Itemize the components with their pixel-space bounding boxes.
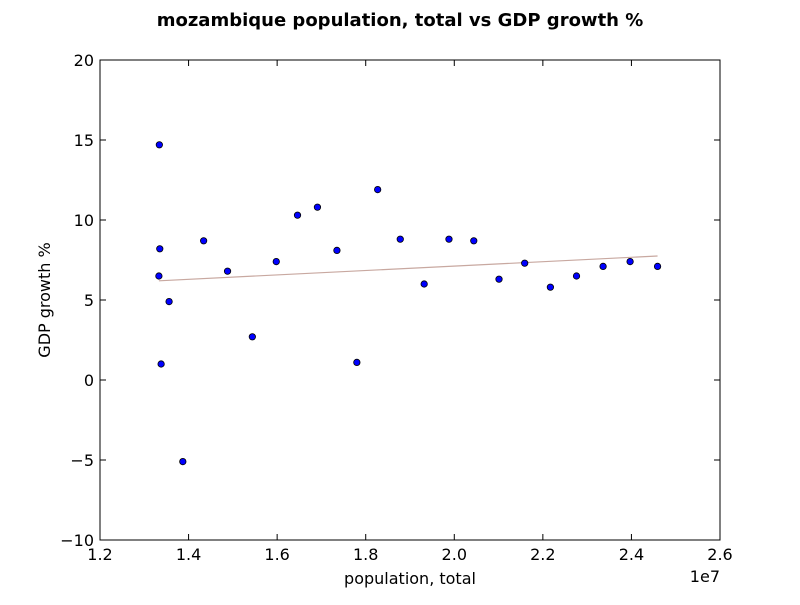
y-axis-label: GDP growth % [35,242,54,357]
data-points-layer [155,141,662,466]
data-point [179,457,187,466]
data-point [420,280,428,288]
data-point [653,262,662,270]
x-tick-label: 2.0 [442,545,467,564]
data-point [374,186,382,194]
x-tick-label: 2.6 [707,545,732,564]
x-axis-label: population, total [344,569,476,588]
x-tick-label: 1.6 [264,545,289,564]
y-tick-label: 20 [74,51,94,70]
y-tick-label: 15 [74,131,94,150]
data-point [272,257,280,266]
data-point [396,235,404,243]
chart-title: mozambique population, total vs GDP grow… [157,10,644,31]
x-axis-offset-label: 1e7 [690,567,720,586]
x-tick-label: 1.2 [87,545,112,564]
data-point [313,203,322,211]
y-tick-label: −5 [70,451,94,470]
data-point [155,272,163,280]
data-point [200,237,208,245]
data-point [546,283,554,291]
x-tick-label: 2.2 [530,545,555,564]
y-tick-label: 0 [84,371,94,390]
y-axis-ticks: −10 −5 0 5 10 15 20 [60,51,720,550]
data-point [353,358,361,366]
data-point [495,275,503,283]
data-point [156,245,164,253]
data-point [470,237,478,245]
data-point [626,257,634,266]
x-tick-label: 1.4 [176,545,201,564]
data-point [521,259,529,267]
data-point [155,141,163,149]
y-tick-label: 10 [74,211,94,230]
data-point [445,235,453,243]
data-point [165,297,173,306]
x-axis-ticks: 1.2 1.4 1.6 1.8 2.0 2.2 2.4 2.6 [87,60,733,564]
data-point [599,262,607,270]
data-point [293,211,302,219]
trend-line-layer [158,255,658,282]
data-point [572,272,581,280]
x-tick-label: 2.4 [619,545,644,564]
data-point [248,333,256,341]
y-tick-label: −10 [60,531,94,550]
data-point [157,360,165,368]
x-tick-label: 1.8 [353,545,378,564]
trend-line [158,255,658,282]
y-tick-label: 5 [84,291,94,310]
data-point [223,267,232,275]
data-point [333,246,341,254]
plot-area [99,59,721,541]
